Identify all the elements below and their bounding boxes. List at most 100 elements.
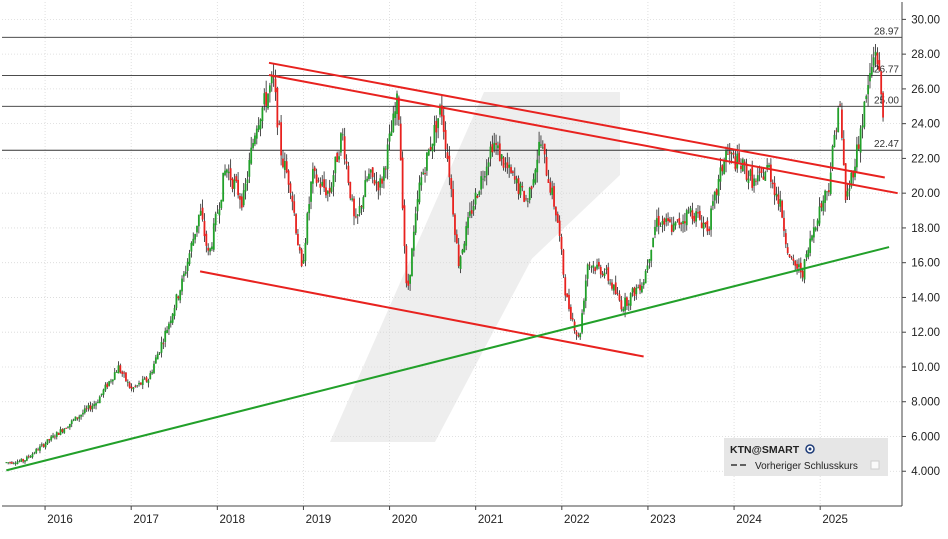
candle-body [726, 153, 729, 155]
candle-body [687, 212, 690, 214]
candle-body [409, 274, 411, 284]
candle-body [616, 292, 619, 294]
candle-body [97, 402, 99, 404]
candle-body [265, 91, 268, 106]
candle-body [197, 214, 200, 227]
candle-body [12, 463, 15, 464]
candle-body [717, 179, 720, 196]
candle-body [485, 166, 488, 176]
candle-body [674, 221, 677, 226]
candle-body [42, 444, 45, 447]
ticker-settings-icon[interactable] [805, 444, 815, 454]
candle-body [835, 130, 838, 132]
candle-body [459, 256, 462, 269]
candle-body [702, 222, 705, 229]
candle-body [575, 331, 578, 335]
candle-body [115, 371, 118, 373]
candle-body [584, 280, 587, 301]
y-tick-label: 10.00 [911, 362, 940, 374]
legend-entry-checkbox[interactable] [870, 460, 880, 470]
candle-body [691, 210, 694, 219]
candle-body [762, 176, 765, 180]
candle-body [366, 178, 368, 181]
candle-body [586, 264, 589, 279]
price-level-label: 22.47 [874, 139, 899, 150]
candle-body [74, 416, 77, 421]
candle-body [70, 420, 73, 425]
candle-body [605, 268, 608, 270]
candle-body [323, 179, 326, 188]
candle-body [829, 172, 832, 195]
candle-body [581, 313, 583, 333]
candle-body [302, 260, 305, 264]
candle-body [710, 208, 712, 230]
candle-body [229, 168, 232, 181]
candle-body [384, 168, 387, 170]
candle-body [502, 157, 505, 168]
candle-body [388, 133, 391, 142]
candle-body [590, 266, 593, 268]
candle-body [300, 249, 303, 267]
candle-body [308, 204, 311, 214]
x-tick-label: 2019 [306, 514, 332, 526]
candle-body [276, 87, 279, 128]
candle-body [117, 365, 120, 374]
candle-body [280, 122, 283, 156]
candle-body [383, 167, 385, 181]
candle-body [627, 303, 630, 306]
candle-body [29, 456, 32, 458]
candle-body [480, 176, 483, 190]
candle-body [298, 247, 301, 251]
candle-body [239, 196, 241, 200]
candle-body [138, 382, 140, 385]
candle-body [287, 170, 290, 185]
candle-body [154, 357, 157, 364]
candle-body [143, 378, 146, 380]
candle-body [446, 152, 449, 159]
candle-body [267, 93, 269, 109]
candle-body [306, 213, 309, 244]
candle-body [874, 51, 877, 56]
candle-body [373, 179, 376, 185]
candle-body [235, 176, 238, 182]
candle-body [577, 334, 580, 337]
candle-body [100, 393, 103, 396]
candle-body [841, 109, 843, 138]
candle-body [259, 119, 262, 130]
candle-body [755, 180, 757, 182]
candle-body [261, 107, 264, 122]
candle-body [601, 273, 604, 276]
candle-body [680, 222, 683, 225]
candle-body [706, 220, 709, 232]
candle-body [764, 171, 767, 181]
candle-body [123, 372, 125, 374]
candle-body [16, 461, 19, 464]
candle-body [454, 214, 456, 235]
candle-body [861, 125, 864, 129]
candle-body [788, 254, 791, 258]
candle-body [205, 233, 208, 246]
candle-body [349, 181, 352, 199]
candle-body [110, 380, 112, 382]
candle-body [749, 170, 752, 177]
candle-body [629, 293, 632, 306]
candle-body [689, 208, 692, 213]
candle-body [635, 287, 638, 295]
candle-body [751, 166, 754, 188]
candle-body [379, 178, 382, 188]
candle-body [758, 171, 761, 173]
candle-body [93, 404, 96, 407]
candle-body [14, 463, 17, 465]
y-tick-label: 28.00 [911, 49, 940, 61]
candle-body [158, 352, 161, 354]
candle-body [540, 144, 542, 146]
candle-body [315, 174, 318, 184]
candle-body [414, 213, 417, 233]
candle-body [655, 218, 658, 227]
candle-body [790, 257, 793, 258]
candle-body [683, 221, 686, 224]
candle-body [612, 284, 615, 291]
candle-body [220, 199, 223, 209]
candle-body [343, 136, 346, 160]
